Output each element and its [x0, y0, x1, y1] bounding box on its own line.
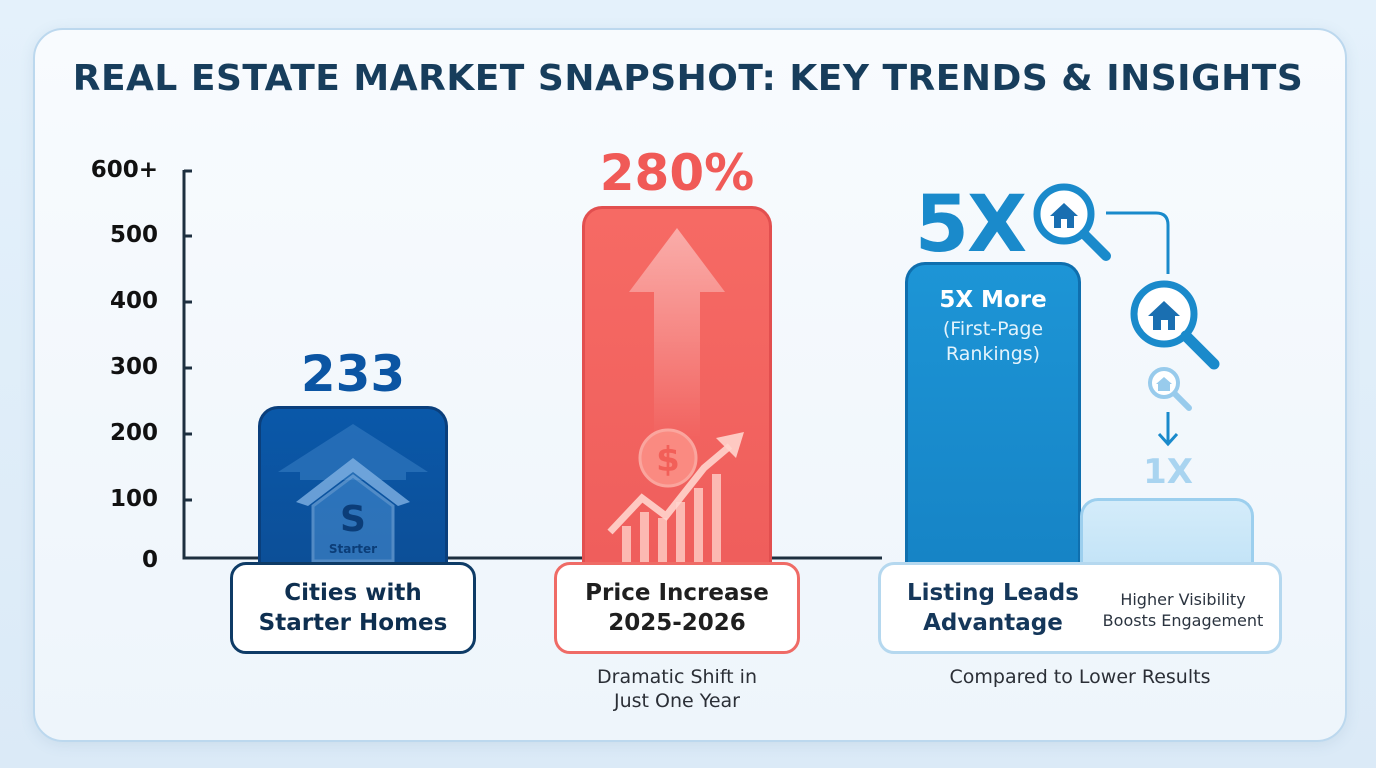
leads-inner-subtitle-line2: Rankings) — [945, 343, 1041, 365]
bar-value-starter-homes: 233 — [300, 345, 406, 403]
starter-house-caption: Starter — [328, 542, 378, 556]
y-tick-label: 0 — [141, 547, 158, 573]
label-starter-homes-line2: Starter Homes — [258, 610, 448, 636]
bar-starter-homes: S Starter — [258, 406, 448, 562]
y-tick-label: 100 — [109, 486, 158, 512]
bar-price-increase: $ — [582, 206, 772, 562]
side-note-line1: Higher Visibility — [1120, 590, 1246, 609]
bar-value-price-increase: 280% — [599, 144, 755, 202]
leads-inner-subtitle: (First-Page Rankings) — [908, 317, 1078, 367]
search-house-icon — [1130, 280, 1220, 370]
starter-house-letter: S — [340, 499, 366, 540]
up-arrow-icon — [629, 228, 725, 438]
note-price-increase: Dramatic Shift in Just One Year — [554, 665, 800, 713]
label-listing-leads: Listing Leads Advantage Higher Visibilit… — [878, 562, 1282, 654]
bar-listing-leads-1x — [1080, 498, 1254, 562]
note-listing-leads: Compared to Lower Results — [949, 666, 1211, 688]
growth-chart-icon: $ — [607, 428, 744, 562]
page-title: REAL ESTATE MARKET SNAPSHOT: KEY TRENDS … — [72, 58, 1304, 99]
bar-value-listing-leads-1x: 1X — [1143, 452, 1193, 492]
label-price-increase-line2: 2025-2026 — [608, 610, 746, 636]
leads-inner-title: 5X More — [939, 287, 1047, 313]
label-starter-homes-line1: Cities with — [284, 580, 422, 606]
house-icon — [278, 424, 428, 562]
note-price-increase-line1: Dramatic Shift in — [597, 666, 757, 688]
connector-line — [1106, 211, 1170, 274]
search-house-small-icon — [1148, 367, 1192, 411]
y-tick-label: 200 — [109, 420, 158, 446]
y-tick-label: 600+ — [90, 157, 158, 183]
label-listing-leads-line2: Advantage — [923, 610, 1063, 636]
y-tick-label: 400 — [109, 288, 158, 314]
down-arrow-icon — [1157, 412, 1179, 447]
bar-value-listing-leads-5x: 5X — [914, 180, 1027, 270]
search-house-icon — [1033, 183, 1111, 261]
y-tick-label: 300 — [109, 354, 158, 380]
note-price-increase-line2: Just One Year — [614, 690, 740, 712]
leads-inner-subtitle-line1: (First-Page — [942, 318, 1044, 340]
label-price-increase: Price Increase 2025-2026 — [554, 562, 800, 654]
bar-listing-leads-5x: 5X More (First-Page Rankings) — [905, 262, 1081, 562]
y-tick-label: 500 — [109, 222, 158, 248]
label-listing-leads-line1: Listing Leads — [907, 580, 1079, 606]
label-listing-leads-side-note: Higher Visibility Boosts Engagement — [1091, 589, 1275, 631]
label-price-increase-line1: Price Increase — [585, 580, 769, 606]
label-starter-homes: Cities with Starter Homes — [230, 562, 476, 654]
side-note-line2: Boosts Engagement — [1102, 611, 1264, 630]
svg-text:$: $ — [656, 440, 680, 480]
